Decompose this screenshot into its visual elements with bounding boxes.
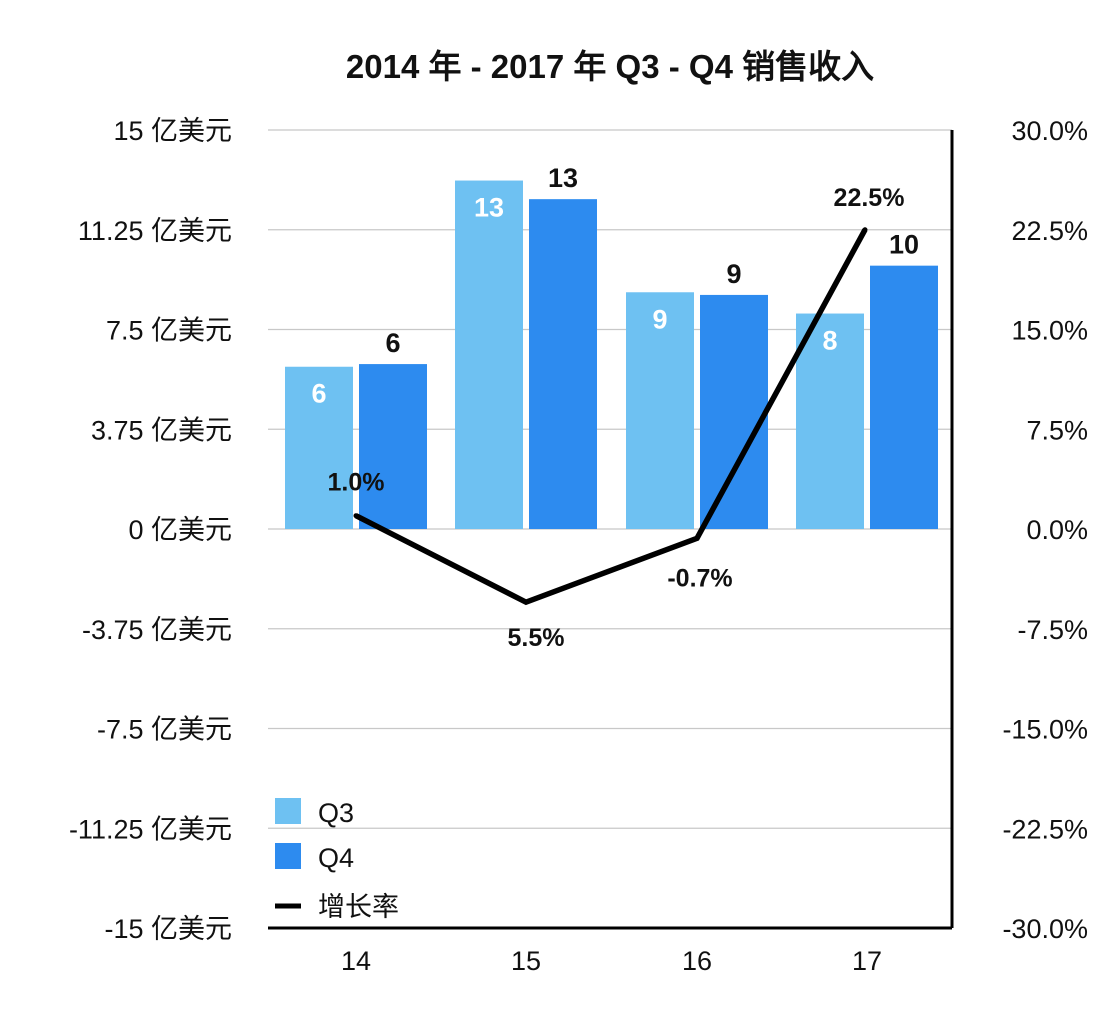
legend-swatch-q3	[275, 798, 301, 824]
y-left-tick-label: -7.5 亿美元	[97, 715, 232, 745]
bar-q3	[796, 313, 864, 529]
legend-label: Q4	[318, 843, 354, 873]
growth-rate-point	[353, 513, 359, 519]
x-tick-label: 17	[852, 946, 882, 976]
bar-q3	[455, 180, 523, 530]
bar-value-label: 10	[889, 230, 919, 260]
chart-title: 2014 年 - 2017 年 Q3 - Q4 销售收入	[346, 48, 874, 85]
bar-q4	[870, 265, 938, 529]
y-left-tick-label: 3.75 亿美元	[91, 415, 232, 445]
y-right-tick-label: 7.5%	[1026, 415, 1088, 445]
y-right-tick-label: -22.5%	[1002, 814, 1088, 844]
bar-value-label: 6	[385, 328, 400, 358]
bar-q3	[626, 292, 694, 529]
y-right-tick-label: -7.5%	[1017, 615, 1088, 645]
bar-q3	[285, 366, 353, 529]
y-left-tick-label: -3.75 亿美元	[82, 615, 232, 645]
bar-value-label: 13	[474, 193, 504, 223]
data-labels: 6 13 9 8 6 13 9 10 1.0% 5.5% -0.7% 22.5%	[311, 163, 919, 652]
y-left-tick-label: 11.25 亿美元	[78, 216, 232, 246]
growth-rate-label: 1.0%	[328, 469, 385, 497]
growth-rate-point	[523, 599, 529, 605]
growth-rate-point	[694, 535, 700, 541]
legend-label: Q3	[318, 798, 354, 828]
legend-swatch-q4	[275, 843, 301, 869]
y-right-tick-label: -30.0%	[1002, 914, 1088, 944]
bars	[285, 180, 938, 530]
axes: 15 亿美元 11.25 亿美元 7.5 亿美元 3.75 亿美元 0 亿美元 -3.75…	[69, 116, 1088, 976]
y-left-tick-label: -11.25 亿美元	[69, 814, 232, 844]
x-tick-label: 16	[682, 946, 712, 976]
legend: Q3 Q4 增长率	[275, 798, 399, 922]
growth-line	[353, 227, 868, 606]
growth-rate-label: 5.5%	[508, 624, 565, 652]
y-left-tick-label: 15 亿美元	[113, 116, 232, 146]
x-tick-label: 15	[511, 946, 541, 976]
y-right-tick-label: 22.5%	[1011, 216, 1088, 246]
bar-value-label: 13	[548, 163, 578, 193]
y-right-tick-label: 30.0%	[1011, 116, 1088, 146]
legend-label: 增长率	[318, 892, 399, 922]
bar-value-label: 6	[311, 379, 326, 409]
y-right-tick-label: 15.0%	[1011, 316, 1088, 346]
bar-q4	[700, 294, 768, 529]
bar-value-label: 8	[822, 326, 837, 356]
x-tick-label: 14	[341, 946, 371, 976]
y-right-tick-label: 0.0%	[1026, 515, 1088, 545]
bar-q4	[529, 199, 597, 529]
y-left-tick-label: 0 亿美元	[128, 515, 232, 545]
bar-q4	[359, 364, 427, 529]
growth-rate-line	[354, 228, 868, 606]
growth-rate-point	[862, 227, 868, 233]
growth-rate-label: -0.7%	[667, 564, 732, 592]
bar-value-label: 9	[652, 304, 667, 334]
y-left-tick-label: -15 亿美元	[104, 914, 232, 944]
bar-value-label: 9	[726, 259, 741, 289]
y-left-tick-label: 7.5 亿美元	[106, 316, 232, 346]
growth-rate-label: 22.5%	[834, 184, 905, 212]
y-right-tick-label: -15.0%	[1002, 715, 1088, 745]
